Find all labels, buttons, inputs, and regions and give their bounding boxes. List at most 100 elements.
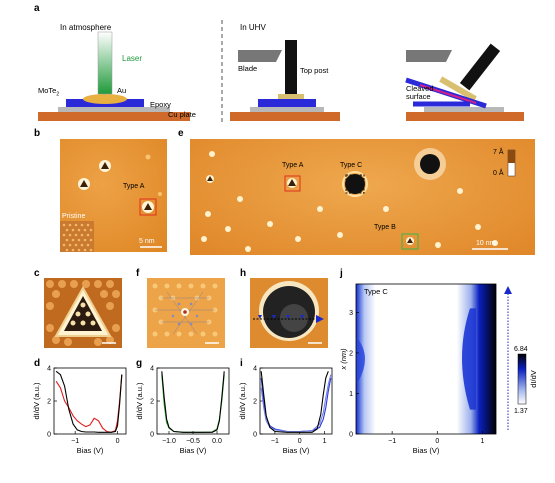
type-b-box-e xyxy=(401,233,419,250)
step1-title: In atmosphere xyxy=(60,23,112,32)
panel-letter-e: e xyxy=(178,128,184,139)
left-band-bulge xyxy=(356,336,365,386)
y-axis-label: dI/dV (a.u.) xyxy=(238,382,247,420)
y-tick-label: 4 xyxy=(253,366,257,373)
blade-label: Blade xyxy=(238,64,258,73)
stm-image-h xyxy=(250,278,328,348)
series-line-1 xyxy=(260,374,332,433)
epoxy-2 xyxy=(250,107,324,112)
panel-letter-a: a xyxy=(34,3,40,14)
panel-letter-j: j xyxy=(340,268,343,279)
epoxy-1 xyxy=(58,107,170,112)
heatmap-frame xyxy=(355,283,497,435)
x-axis-label: Bias (V) xyxy=(283,446,310,455)
blade-1 xyxy=(238,50,282,62)
type-c-label-e: Type C xyxy=(340,162,363,169)
y-tick-label: 3 xyxy=(349,310,353,317)
panel-letter-i: i xyxy=(240,358,243,369)
x-axis-label: Bias (V) xyxy=(180,446,207,455)
epoxy-3 xyxy=(424,107,504,112)
mote2-crystal-2 xyxy=(258,99,316,107)
x-tick-label: 1 xyxy=(480,438,484,445)
cu-plate-2 xyxy=(230,112,340,121)
series-line-0 xyxy=(161,374,225,433)
panel-letter-d: d xyxy=(34,358,41,369)
series-line-1 xyxy=(161,371,225,433)
y-tick-label: 0 xyxy=(253,432,257,439)
step2-title: In UHV xyxy=(240,23,266,32)
type-c-box-e xyxy=(345,174,365,194)
epoxy-cap xyxy=(278,94,304,99)
colorbar-label-j: dI/dV xyxy=(529,370,538,388)
colorbar-min-j: 1.37 xyxy=(514,408,528,415)
pristine-label: Pristine xyxy=(62,213,86,220)
scalebar-e-label: 10 nm xyxy=(476,240,496,247)
y-axis-label: dI/dV (a.u.) xyxy=(135,382,144,420)
laser-beam xyxy=(97,31,113,95)
series-line-2 xyxy=(260,371,329,433)
y-tick-label: 1 xyxy=(349,391,353,398)
tilted-epoxy xyxy=(439,76,477,102)
chart-j: −1 0 1 0 1 2 3 Bias (V) x (nm) Type C 6.84 1.37 dI/d… xyxy=(340,283,538,455)
series-line-0 xyxy=(55,374,123,433)
panel-letter-g: g xyxy=(136,358,143,369)
y-tick-label: 2 xyxy=(150,399,154,406)
type-a-label-e: Type A xyxy=(282,162,304,169)
blade-2 xyxy=(406,50,452,62)
stm-image-f xyxy=(147,278,225,348)
series-line-1 xyxy=(55,370,123,433)
panel-letter-b: b xyxy=(34,128,41,139)
x-tick-label: −1 xyxy=(71,438,79,445)
laser-label: Laser xyxy=(122,54,143,63)
y-tick-label: 2 xyxy=(47,399,51,406)
mote2-label: MoTe2 xyxy=(38,86,60,98)
position-arrow-head xyxy=(504,286,512,294)
y-tick-label: 0 xyxy=(47,432,51,439)
chart-g: −1.0 −0.5 0.0 0 2 4 Bias (V) dI/dV (a.u.) xyxy=(135,366,230,455)
schematic-diagram xyxy=(38,20,524,123)
chart-i: −1 0 1 0 2 4 Bias (V) dI/dV (a.u.) xyxy=(238,366,333,455)
y-tick-label: 2 xyxy=(349,350,353,357)
tilted-post xyxy=(459,43,501,91)
stm-image-b: Type A Pristine 5 nm xyxy=(60,139,167,252)
cleaved-surface-label: Cleaved surface xyxy=(406,84,434,101)
type-a-box-b xyxy=(139,198,157,216)
type-a-box-e xyxy=(284,175,301,192)
stm-image-c xyxy=(44,278,122,348)
colorbar-max-j: 6.84 xyxy=(514,346,528,353)
x-tick-label: −0.5 xyxy=(186,438,200,445)
chart-d: −1 0 0 2 4 Bias (V) dI/dV (a.u.) xyxy=(32,366,127,455)
cleaved-layer xyxy=(419,84,477,104)
y-axis-label: x (nm) xyxy=(340,348,348,371)
x-tick-label: 0 xyxy=(435,438,439,445)
x-axis-label: Bias (V) xyxy=(77,446,104,455)
x-axis-label: Bias (V) xyxy=(413,446,440,455)
type-a-label-b: Type A xyxy=(123,183,145,190)
x-tick-label: −1.0 xyxy=(162,438,176,445)
x-tick-label: 1 xyxy=(323,438,327,445)
pristine-lattice xyxy=(62,223,93,252)
colorbar-min-label: 0 Å xyxy=(493,170,504,177)
top-post-label: Top post xyxy=(300,66,329,75)
x-tick-label: 0 xyxy=(116,438,120,445)
au-label: Au xyxy=(117,86,127,95)
y-tick-label: 4 xyxy=(150,366,154,373)
y-tick-label: 0 xyxy=(349,432,353,439)
au-drop-1 xyxy=(83,94,127,104)
cu-plate-1 xyxy=(38,112,190,121)
epoxy-label: Epoxy xyxy=(150,100,171,109)
right-band-bulge xyxy=(462,308,476,410)
colorbar-j xyxy=(517,353,527,405)
cu-plate-label: Cu plate xyxy=(168,110,196,119)
colorbar-max-label: 7 Å xyxy=(493,149,504,156)
top-post xyxy=(285,40,297,95)
scalebar-b-label: 5 nm xyxy=(139,238,155,245)
heatmap-title: Type C xyxy=(364,287,388,296)
y-tick-label: 4 xyxy=(47,366,51,373)
panel-letter-c: c xyxy=(34,268,40,279)
x-tick-label: −1 xyxy=(271,438,279,445)
panel-letter-h: h xyxy=(240,268,247,279)
y-tick-label: 0 xyxy=(150,432,154,439)
y-tick-label: 2 xyxy=(253,399,257,406)
x-tick-label: −1 xyxy=(388,438,396,445)
